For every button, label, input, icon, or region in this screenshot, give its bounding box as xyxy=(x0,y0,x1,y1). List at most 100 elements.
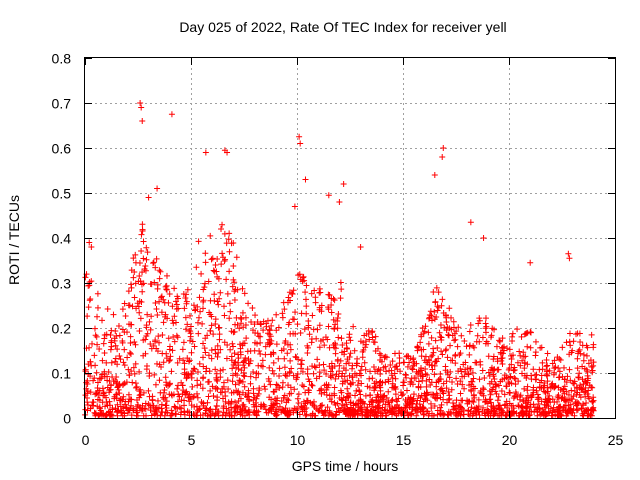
data-point xyxy=(563,339,570,346)
data-point xyxy=(150,342,157,349)
data-point xyxy=(344,377,351,384)
data-point xyxy=(576,384,583,391)
data-point xyxy=(558,412,565,419)
data-point xyxy=(214,386,221,393)
data-point xyxy=(230,329,237,336)
data-point xyxy=(414,397,421,404)
data-point xyxy=(325,323,332,330)
data-point xyxy=(435,304,442,311)
data-point xyxy=(361,359,368,366)
data-point xyxy=(514,393,521,400)
data-point xyxy=(413,360,420,367)
data-point xyxy=(137,392,144,399)
data-point xyxy=(460,411,467,418)
data-point xyxy=(519,403,526,410)
data-point xyxy=(247,348,254,355)
data-point xyxy=(166,290,173,297)
data-point xyxy=(358,408,365,415)
data-point xyxy=(311,363,318,370)
data-point xyxy=(447,368,454,375)
data-point xyxy=(288,407,295,414)
data-point xyxy=(253,374,260,381)
data-point xyxy=(389,380,396,387)
data-point xyxy=(94,341,101,348)
data-point xyxy=(578,405,585,412)
data-point xyxy=(308,336,315,343)
data-point xyxy=(377,409,384,416)
data-point xyxy=(136,388,143,395)
data-point xyxy=(125,398,132,405)
data-point xyxy=(168,412,175,419)
data-point xyxy=(217,374,224,381)
data-point xyxy=(440,145,447,151)
data-point xyxy=(229,340,236,347)
data-point xyxy=(281,306,288,313)
data-point xyxy=(310,326,317,333)
data-point xyxy=(400,379,407,386)
data-point xyxy=(192,306,199,313)
data-point xyxy=(255,408,262,415)
data-point xyxy=(126,396,133,403)
data-point xyxy=(347,399,354,406)
data-point xyxy=(220,405,227,412)
data-point xyxy=(172,411,179,418)
data-point xyxy=(565,250,572,257)
data-point xyxy=(541,401,548,408)
data-point xyxy=(557,356,564,363)
data-point xyxy=(220,303,227,310)
data-point xyxy=(287,330,294,337)
data-point xyxy=(138,231,145,238)
data-point xyxy=(93,390,100,397)
data-point xyxy=(435,355,442,362)
data-point xyxy=(116,352,123,359)
data-point xyxy=(385,378,392,385)
data-point xyxy=(300,398,307,405)
data-point xyxy=(221,312,228,319)
data-point xyxy=(340,181,347,187)
data-point xyxy=(288,365,295,372)
data-point xyxy=(493,343,500,350)
data-point xyxy=(352,402,359,409)
data-point xyxy=(171,313,178,320)
data-point xyxy=(585,387,592,394)
data-point xyxy=(333,411,340,418)
data-point xyxy=(152,264,159,271)
data-point xyxy=(257,339,264,346)
data-point xyxy=(476,376,483,383)
data-point xyxy=(125,366,132,373)
data-point xyxy=(321,367,328,374)
data-point xyxy=(254,340,261,347)
data-point xyxy=(295,391,302,398)
data-point xyxy=(111,393,118,400)
data-point xyxy=(237,345,244,352)
data-point xyxy=(500,347,507,354)
data-point xyxy=(195,314,202,321)
x-tick-label: 10 xyxy=(290,432,306,448)
data-point xyxy=(563,388,570,395)
data-point xyxy=(331,399,338,406)
data-point xyxy=(522,353,529,360)
data-point xyxy=(427,382,434,389)
data-point xyxy=(375,366,382,373)
data-point xyxy=(527,259,534,266)
data-point xyxy=(198,270,205,277)
data-point xyxy=(121,362,128,369)
data-point xyxy=(343,340,350,347)
data-point xyxy=(184,286,191,293)
data-point xyxy=(424,397,431,404)
data-point xyxy=(300,383,307,390)
data-point xyxy=(438,401,445,408)
data-point xyxy=(570,393,577,400)
data-point xyxy=(496,402,503,409)
data-point xyxy=(314,356,321,363)
data-point xyxy=(293,376,300,383)
data-point xyxy=(104,402,111,409)
data-point xyxy=(125,288,132,295)
data-point xyxy=(235,398,242,405)
data-point xyxy=(232,408,239,415)
data-point xyxy=(202,149,209,156)
data-point xyxy=(453,375,460,382)
data-point xyxy=(462,369,469,376)
data-point xyxy=(202,250,209,257)
data-point xyxy=(389,375,396,382)
